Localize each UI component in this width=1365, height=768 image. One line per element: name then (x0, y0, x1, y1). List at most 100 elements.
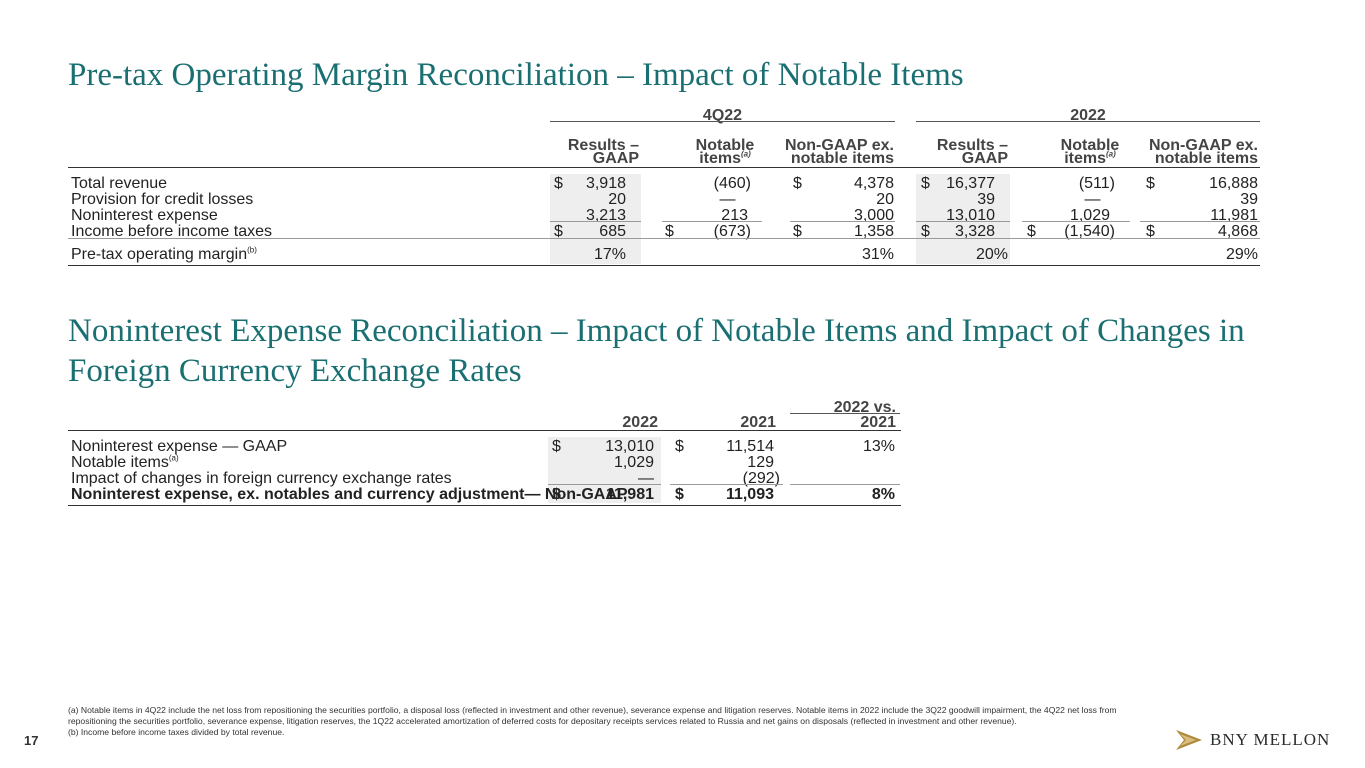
cell: 16,377 (946, 175, 995, 192)
cell: 11,981 (605, 486, 654, 503)
cell: — (1084, 191, 1101, 208)
cell: (1,540) (1064, 223, 1115, 240)
row-label: Noninterest expense — GAAP (71, 438, 288, 455)
divider (550, 121, 895, 122)
cell: 1,029 (1069, 207, 1110, 224)
cell: — (638, 470, 654, 487)
divider (916, 121, 1260, 122)
row-label: Provision for credit losses (71, 191, 254, 208)
bny-mellon-logo-icon (1176, 730, 1202, 750)
dollar-sign: $ (921, 175, 930, 192)
cell: 20% (975, 246, 1008, 263)
cell: 11,514 (726, 438, 774, 455)
dollar-sign: $ (793, 223, 802, 240)
row-label: Income before income taxes (71, 223, 272, 240)
row-label: Impact of changes in foreign currency ex… (71, 470, 452, 487)
cell: 1,029 (613, 454, 654, 471)
cell: 11,093 (725, 486, 774, 503)
row-label: Noninterest expense, ex. notables and cu… (71, 486, 628, 503)
col-header-nongaap: Non-GAAP ex. notable items (784, 137, 894, 167)
section-title: Noninterest Expense Reconciliation – Imp… (68, 313, 1245, 389)
col-header-results-gaap: Results – GAAP (936, 137, 1008, 167)
shade-4q22-gaap (550, 174, 641, 264)
dollar-sign: $ (554, 223, 563, 240)
group-header-4q22: 4Q22 (702, 107, 743, 124)
dollar-sign: $ (554, 175, 563, 192)
cell: 13% (862, 438, 895, 455)
dollar-sign: $ (675, 438, 684, 455)
subtotal-rule (550, 221, 641, 222)
cell: 17% (593, 246, 626, 263)
cell: 8% (871, 486, 895, 503)
subtotal-rule (790, 484, 900, 485)
subtotal-rule (670, 484, 783, 485)
shade-2022 (548, 437, 661, 503)
cell: (460) (713, 175, 751, 192)
dollar-sign: $ (665, 223, 674, 240)
cell: 4,868 (1217, 223, 1258, 240)
cell: 3,918 (585, 175, 626, 192)
row-label: Noninterest expense (71, 207, 218, 224)
row-label: Notable items(a) (71, 453, 179, 471)
subtotal-rule (916, 221, 1010, 222)
row-label: Total revenue (71, 175, 168, 192)
col-header-vs-1: 2022 vs. (833, 399, 896, 416)
col-header-vs-2: 2021 (860, 414, 896, 431)
cell: 213 (721, 207, 748, 224)
cell: 13,010 (605, 438, 654, 455)
dollar-sign: $ (552, 438, 561, 455)
col-header-notable: Notable items(a) (1060, 137, 1120, 167)
cell: 13,010 (946, 207, 995, 224)
subtotal-rule (662, 221, 762, 222)
dollar-sign: $ (921, 223, 930, 240)
dollar-sign: $ (1146, 223, 1155, 240)
header-rule (68, 430, 901, 431)
dollar-sign: $ (1027, 223, 1036, 240)
shade-2022-gaap (916, 174, 1010, 264)
bottom-rule (68, 505, 901, 506)
footnote-a: (a) Notable items in 4Q22 include the ne… (68, 705, 1117, 726)
cell: 16,888 (1209, 175, 1258, 192)
cell: 20 (608, 191, 626, 208)
dollar-sign: $ (793, 175, 802, 192)
cell: 31% (861, 246, 894, 263)
cell: 685 (599, 223, 626, 240)
cell: 39 (977, 191, 995, 208)
group-header-2022: 2022 (1070, 107, 1106, 124)
cell: 29% (1225, 246, 1258, 263)
cell: (673) (713, 223, 751, 240)
subtotal-rule (790, 221, 895, 222)
dollar-sign: $ (1146, 175, 1155, 192)
col-header-2021: 2021 (740, 414, 776, 431)
bottom-rule (68, 265, 1260, 266)
page-number: 17 (24, 733, 39, 748)
cell: 20 (876, 191, 894, 208)
col-header-results-gaap: Results – GAAP (567, 137, 639, 167)
dollar-sign: $ (552, 486, 561, 503)
col-header-2022: 2022 (622, 414, 658, 431)
footnotes: (a) Notable items in 4Q22 include the ne… (68, 705, 1148, 738)
subtotal-rule (548, 484, 661, 485)
subtotal-rule (1022, 221, 1130, 222)
page-title: Pre-tax Operating Margin Reconciliation … (68, 57, 964, 93)
footnote-b: (b) Income before income taxes divided b… (68, 727, 285, 737)
header-rule (68, 167, 1260, 168)
divider (790, 413, 900, 414)
col-header-notable: Notable items(a) (695, 137, 755, 167)
row-rule (68, 238, 1260, 239)
cell: 3,213 (585, 207, 626, 224)
col-header-nongaap: Non-GAAP ex. notable items (1148, 137, 1258, 167)
cell: — (719, 191, 736, 208)
dollar-sign: $ (675, 486, 684, 503)
cell: 4,378 (853, 175, 894, 192)
cell: 3,328 (954, 223, 995, 240)
cell: 1,358 (853, 223, 894, 240)
cell: 11,981 (1210, 207, 1258, 224)
brand-logo: BNY MELLON (1176, 730, 1330, 750)
brand-name: BNY MELLON (1210, 730, 1331, 749)
cell: 39 (1240, 191, 1258, 208)
cell: (511) (1078, 175, 1115, 192)
row-label: Pre-tax operating margin(b) (71, 245, 257, 263)
subtotal-rule (1140, 221, 1260, 222)
cell: (292) (742, 470, 780, 487)
